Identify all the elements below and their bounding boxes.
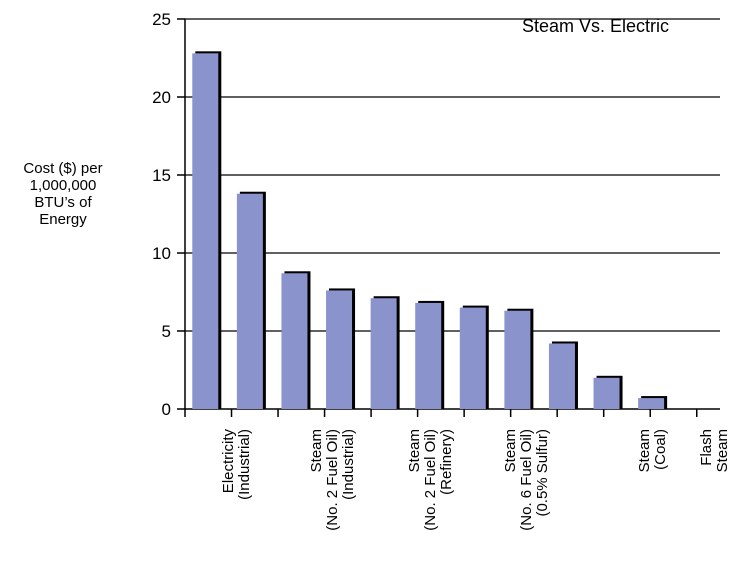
x-category-label: (Coal)	[652, 429, 669, 470]
y-axis-label-line: Energy	[39, 211, 87, 228]
y-axis-label-line: BTU’s of	[34, 194, 92, 211]
x-category-label: (Refinery)	[438, 429, 455, 495]
bar	[593, 377, 620, 409]
x-category-label: (Industrial)	[236, 429, 253, 500]
bar	[548, 343, 575, 409]
bar	[236, 193, 263, 409]
bar	[281, 273, 308, 409]
x-category-label: Steam	[308, 429, 325, 472]
y-tick-label: 5	[162, 322, 171, 341]
y-axis-label-line: Cost ($) per	[23, 160, 103, 177]
y-tick-label: 20	[152, 88, 171, 107]
bar	[504, 310, 531, 409]
bar	[326, 290, 353, 409]
y-axis-label-line: 1,000,000	[29, 177, 97, 194]
x-category-label: (No. 2 Fuel Oil)	[422, 429, 439, 531]
x-category-label: Flash	[698, 429, 715, 466]
x-category-label: Steam	[406, 429, 423, 472]
bar	[370, 298, 397, 409]
x-category-label: Steam	[714, 429, 731, 472]
y-tick-label: 10	[152, 244, 171, 263]
y-axis-label: Cost ($) per 1,000,000 BTU’s of Energy	[0, 160, 126, 228]
bar	[192, 53, 219, 409]
bar	[415, 302, 442, 409]
y-tick-label: 15	[152, 166, 171, 185]
x-category-label: (No. 6 Fuel Oil)	[518, 429, 535, 531]
x-category-label: Electricity	[220, 429, 237, 494]
x-category-label: Steam	[502, 429, 519, 472]
x-category-label: (0.5% Sulfur)	[534, 429, 551, 517]
x-category-label: (Industrial)	[340, 429, 357, 500]
x-category-label: Steam	[636, 429, 653, 472]
bar	[638, 398, 665, 409]
bar	[459, 307, 486, 409]
x-category-label: (No. 2 Fuel Oil)	[324, 429, 341, 531]
y-tick-label: 0	[162, 400, 171, 419]
chart-title: Steam Vs. Electric	[522, 16, 669, 36]
y-tick-label: 25	[152, 10, 171, 29]
